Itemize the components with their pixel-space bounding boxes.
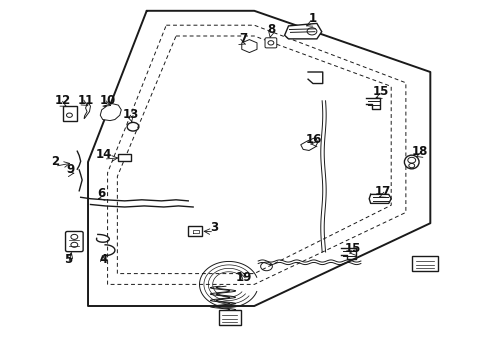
FancyBboxPatch shape (188, 226, 202, 236)
Text: 6: 6 (98, 187, 105, 200)
Text: 8: 8 (266, 23, 274, 36)
Text: 9: 9 (67, 163, 75, 176)
Text: 3: 3 (210, 221, 218, 234)
Polygon shape (284, 23, 321, 39)
Text: 19: 19 (235, 271, 251, 284)
FancyBboxPatch shape (219, 310, 240, 325)
Text: 14: 14 (95, 148, 112, 161)
Text: 15: 15 (344, 242, 361, 255)
Text: 15: 15 (371, 85, 388, 98)
FancyBboxPatch shape (264, 38, 276, 48)
Polygon shape (84, 104, 90, 119)
Text: 2: 2 (51, 156, 59, 168)
Text: 11: 11 (77, 94, 94, 107)
Text: 10: 10 (99, 94, 116, 107)
Text: 7: 7 (239, 32, 246, 45)
Polygon shape (300, 138, 317, 150)
Text: 16: 16 (305, 133, 322, 146)
Text: 17: 17 (373, 185, 390, 198)
Text: 13: 13 (122, 108, 139, 121)
FancyBboxPatch shape (411, 256, 437, 271)
Ellipse shape (404, 155, 418, 169)
FancyBboxPatch shape (62, 106, 77, 121)
Text: 1: 1 (308, 12, 316, 25)
Text: 5: 5 (64, 253, 72, 266)
Text: 12: 12 (54, 94, 71, 107)
Text: 18: 18 (410, 145, 427, 158)
Polygon shape (100, 104, 121, 121)
FancyBboxPatch shape (118, 154, 131, 161)
FancyBboxPatch shape (65, 231, 83, 252)
Text: 4: 4 (100, 253, 107, 266)
